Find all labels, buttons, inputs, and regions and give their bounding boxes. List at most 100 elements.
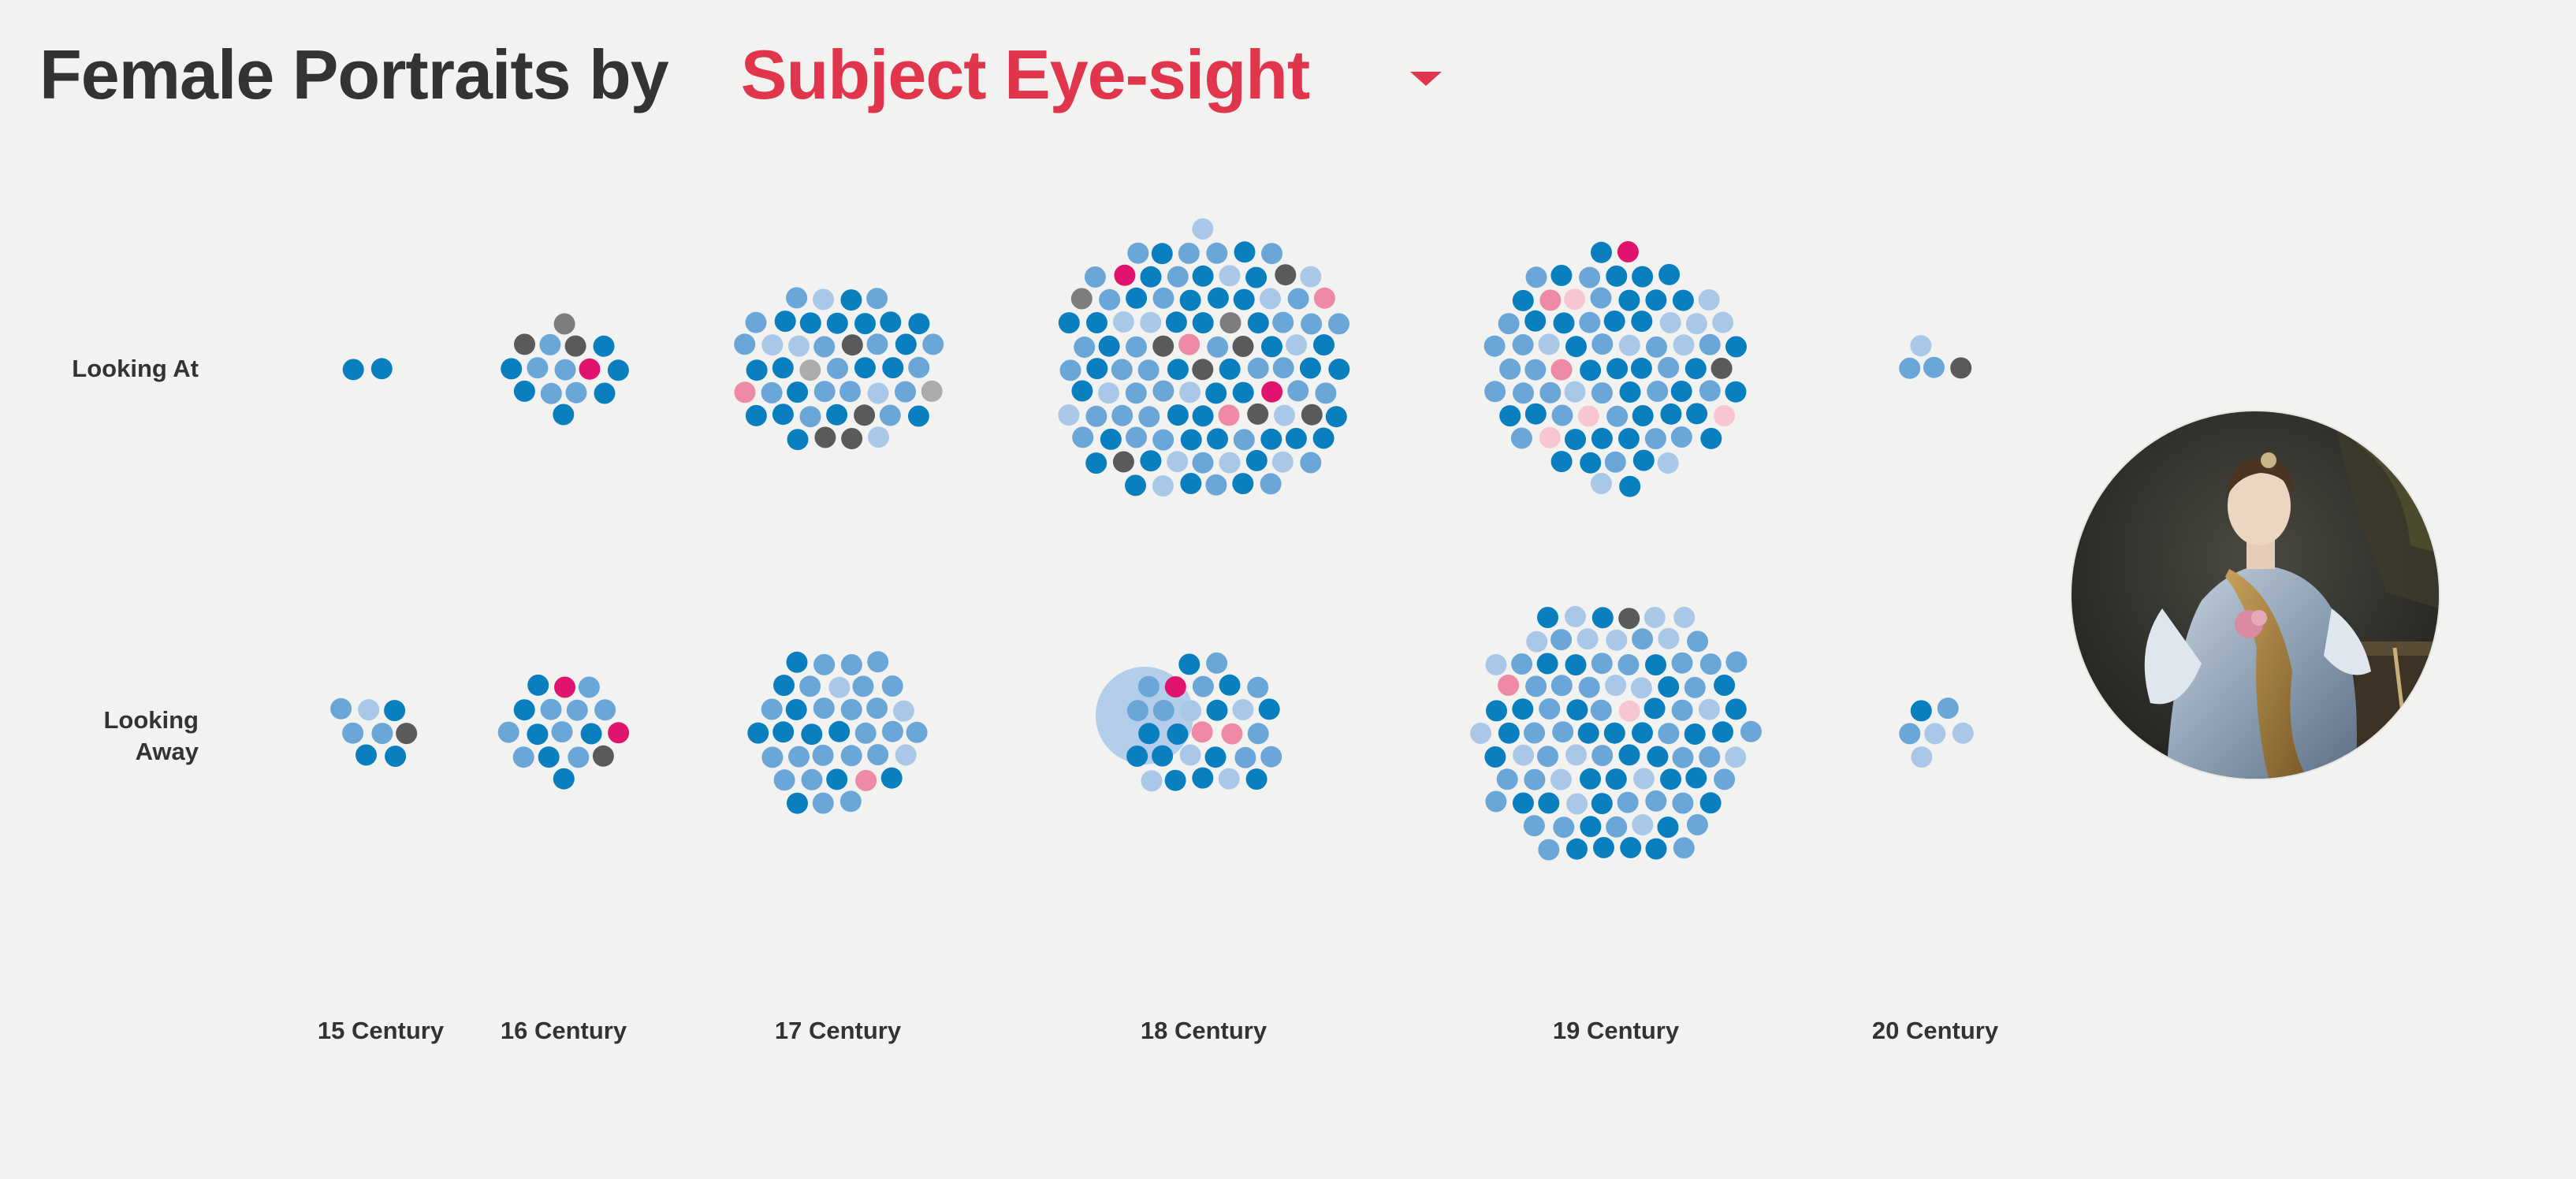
portrait-dot[interactable]: [1672, 746, 1694, 768]
portrait-dot[interactable]: [1058, 404, 1080, 426]
portrait-dot[interactable]: [1712, 311, 1734, 333]
portrait-dot[interactable]: [1524, 403, 1547, 425]
portrait-dot[interactable]: [1658, 627, 1680, 649]
portrait-dot[interactable]: [1247, 676, 1269, 698]
portrait-dot[interactable]: [1219, 358, 1241, 380]
portrait-dot[interactable]: [1539, 381, 1562, 404]
portrait-dot[interactable]: [1523, 815, 1545, 837]
portrait-dot[interactable]: [1699, 380, 1721, 402]
portrait-dot[interactable]: [1086, 358, 1108, 380]
portrait-dot[interactable]: [1619, 475, 1641, 497]
portrait-dot[interactable]: [1498, 313, 1520, 335]
portrait-dot[interactable]: [1550, 675, 1573, 697]
portrait-dot[interactable]: [1910, 335, 1932, 357]
portrait-dot[interactable]: [1205, 474, 1227, 496]
portrait-dot[interactable]: [1659, 312, 1681, 333]
portrait-dot[interactable]: [788, 746, 810, 768]
portrait-dot[interactable]: [1274, 404, 1295, 426]
portrait-dot[interactable]: [840, 745, 862, 767]
portrait-dot[interactable]: [1179, 744, 1201, 766]
portrait-dot[interactable]: [512, 746, 534, 768]
portrait-dot[interactable]: [1261, 243, 1282, 265]
portrait-dot[interactable]: [1245, 768, 1268, 790]
portrait-dot[interactable]: [1671, 652, 1693, 674]
portrait-dot[interactable]: [580, 723, 602, 745]
portrait-dot[interactable]: [1300, 266, 1322, 288]
portrait-dot[interactable]: [1247, 357, 1269, 379]
portrait-dot[interactable]: [551, 721, 573, 743]
portrait-dot[interactable]: [1632, 449, 1655, 471]
portrait-dot[interactable]: [1525, 675, 1547, 697]
portrait-dot[interactable]: [1591, 241, 1612, 263]
portrait-dot[interactable]: [527, 723, 549, 746]
portrait-dot[interactable]: [564, 335, 586, 357]
portrait-dot[interactable]: [578, 676, 600, 698]
portrait-dot[interactable]: [1658, 263, 1681, 285]
portrait-dot[interactable]: [1072, 426, 1094, 448]
portrait-dot[interactable]: [1590, 287, 1612, 309]
portrait-dot[interactable]: [1167, 266, 1189, 288]
portrait-dot[interactable]: [1137, 675, 1160, 697]
portrait-dot[interactable]: [1923, 356, 1945, 378]
portrait-dot[interactable]: [1285, 427, 1307, 449]
portrait-dot[interactable]: [867, 382, 889, 404]
portrait-dot[interactable]: [565, 381, 587, 404]
portrait-dot[interactable]: [1524, 722, 1545, 744]
portrait-dot[interactable]: [1484, 746, 1506, 768]
portrait-dot[interactable]: [1698, 698, 1720, 720]
portrait-dot[interactable]: [840, 289, 862, 311]
portrait-dot[interactable]: [1271, 451, 1294, 473]
portrait-dot[interactable]: [1070, 288, 1093, 310]
portrait-dot[interactable]: [1591, 382, 1613, 404]
portrait-dot[interactable]: [1513, 744, 1535, 766]
portrait-dot[interactable]: [1191, 721, 1213, 743]
portrait-dot[interactable]: [1234, 746, 1256, 768]
portrait-dot[interactable]: [1684, 676, 1706, 698]
portrait-dot[interactable]: [761, 698, 783, 720]
portrait-dot[interactable]: [1603, 722, 1625, 744]
portrait-dot[interactable]: [1566, 838, 1588, 860]
portrait-dot[interactable]: [1591, 427, 1613, 449]
portrait-dot[interactable]: [881, 720, 903, 742]
portrait-dot[interactable]: [1618, 700, 1640, 722]
portrait-dot[interactable]: [1645, 654, 1666, 676]
portrait-dot[interactable]: [1206, 652, 1228, 674]
portrait-dot[interactable]: [826, 404, 848, 426]
portrait-dot[interactable]: [761, 381, 783, 404]
portrait-dot[interactable]: [866, 288, 888, 310]
portrait-dot[interactable]: [867, 651, 889, 673]
portrait-dot[interactable]: [1538, 333, 1560, 355]
portrait-dot[interactable]: [747, 722, 769, 744]
portrait-dot[interactable]: [1207, 336, 1229, 358]
portrait-dot[interactable]: [1219, 674, 1241, 696]
portrait-dot[interactable]: [1550, 265, 1573, 286]
portrait-dot[interactable]: [1565, 605, 1586, 627]
portrait-dot[interactable]: [1498, 675, 1520, 696]
portrait-dot[interactable]: [1580, 359, 1602, 381]
portrait-dot[interactable]: [1511, 653, 1533, 675]
portrait-dot[interactable]: [907, 405, 929, 427]
portrait-dot[interactable]: [1590, 699, 1612, 721]
portrait-dot[interactable]: [1714, 405, 1735, 426]
portrait-dot[interactable]: [1673, 334, 1695, 356]
portrait-dot[interactable]: [1551, 404, 1573, 426]
portrait-dot[interactable]: [1685, 767, 1707, 789]
portrait-dot[interactable]: [880, 311, 902, 333]
portrait-dot[interactable]: [1313, 334, 1335, 356]
chevron-down-icon[interactable]: [1410, 72, 1442, 86]
portrait-dot[interactable]: [1112, 311, 1134, 333]
portrait-dot[interactable]: [1219, 265, 1241, 287]
portrait-dot[interactable]: [1232, 336, 1254, 357]
portrait-dot[interactable]: [1591, 607, 1614, 629]
portrait-dot[interactable]: [1698, 289, 1720, 311]
portrait-dot[interactable]: [746, 359, 768, 381]
portrait-dot[interactable]: [1470, 723, 1491, 744]
portrait-dot[interactable]: [1112, 451, 1134, 473]
portrait-dot[interactable]: [385, 746, 407, 768]
portrait-dot[interactable]: [1152, 429, 1174, 451]
portrait-dot[interactable]: [608, 722, 630, 744]
portrait-dot[interactable]: [866, 333, 888, 355]
portrait-dot[interactable]: [1725, 746, 1747, 768]
portrait-dot[interactable]: [1126, 336, 1147, 358]
portrait-dot[interactable]: [1165, 311, 1187, 333]
